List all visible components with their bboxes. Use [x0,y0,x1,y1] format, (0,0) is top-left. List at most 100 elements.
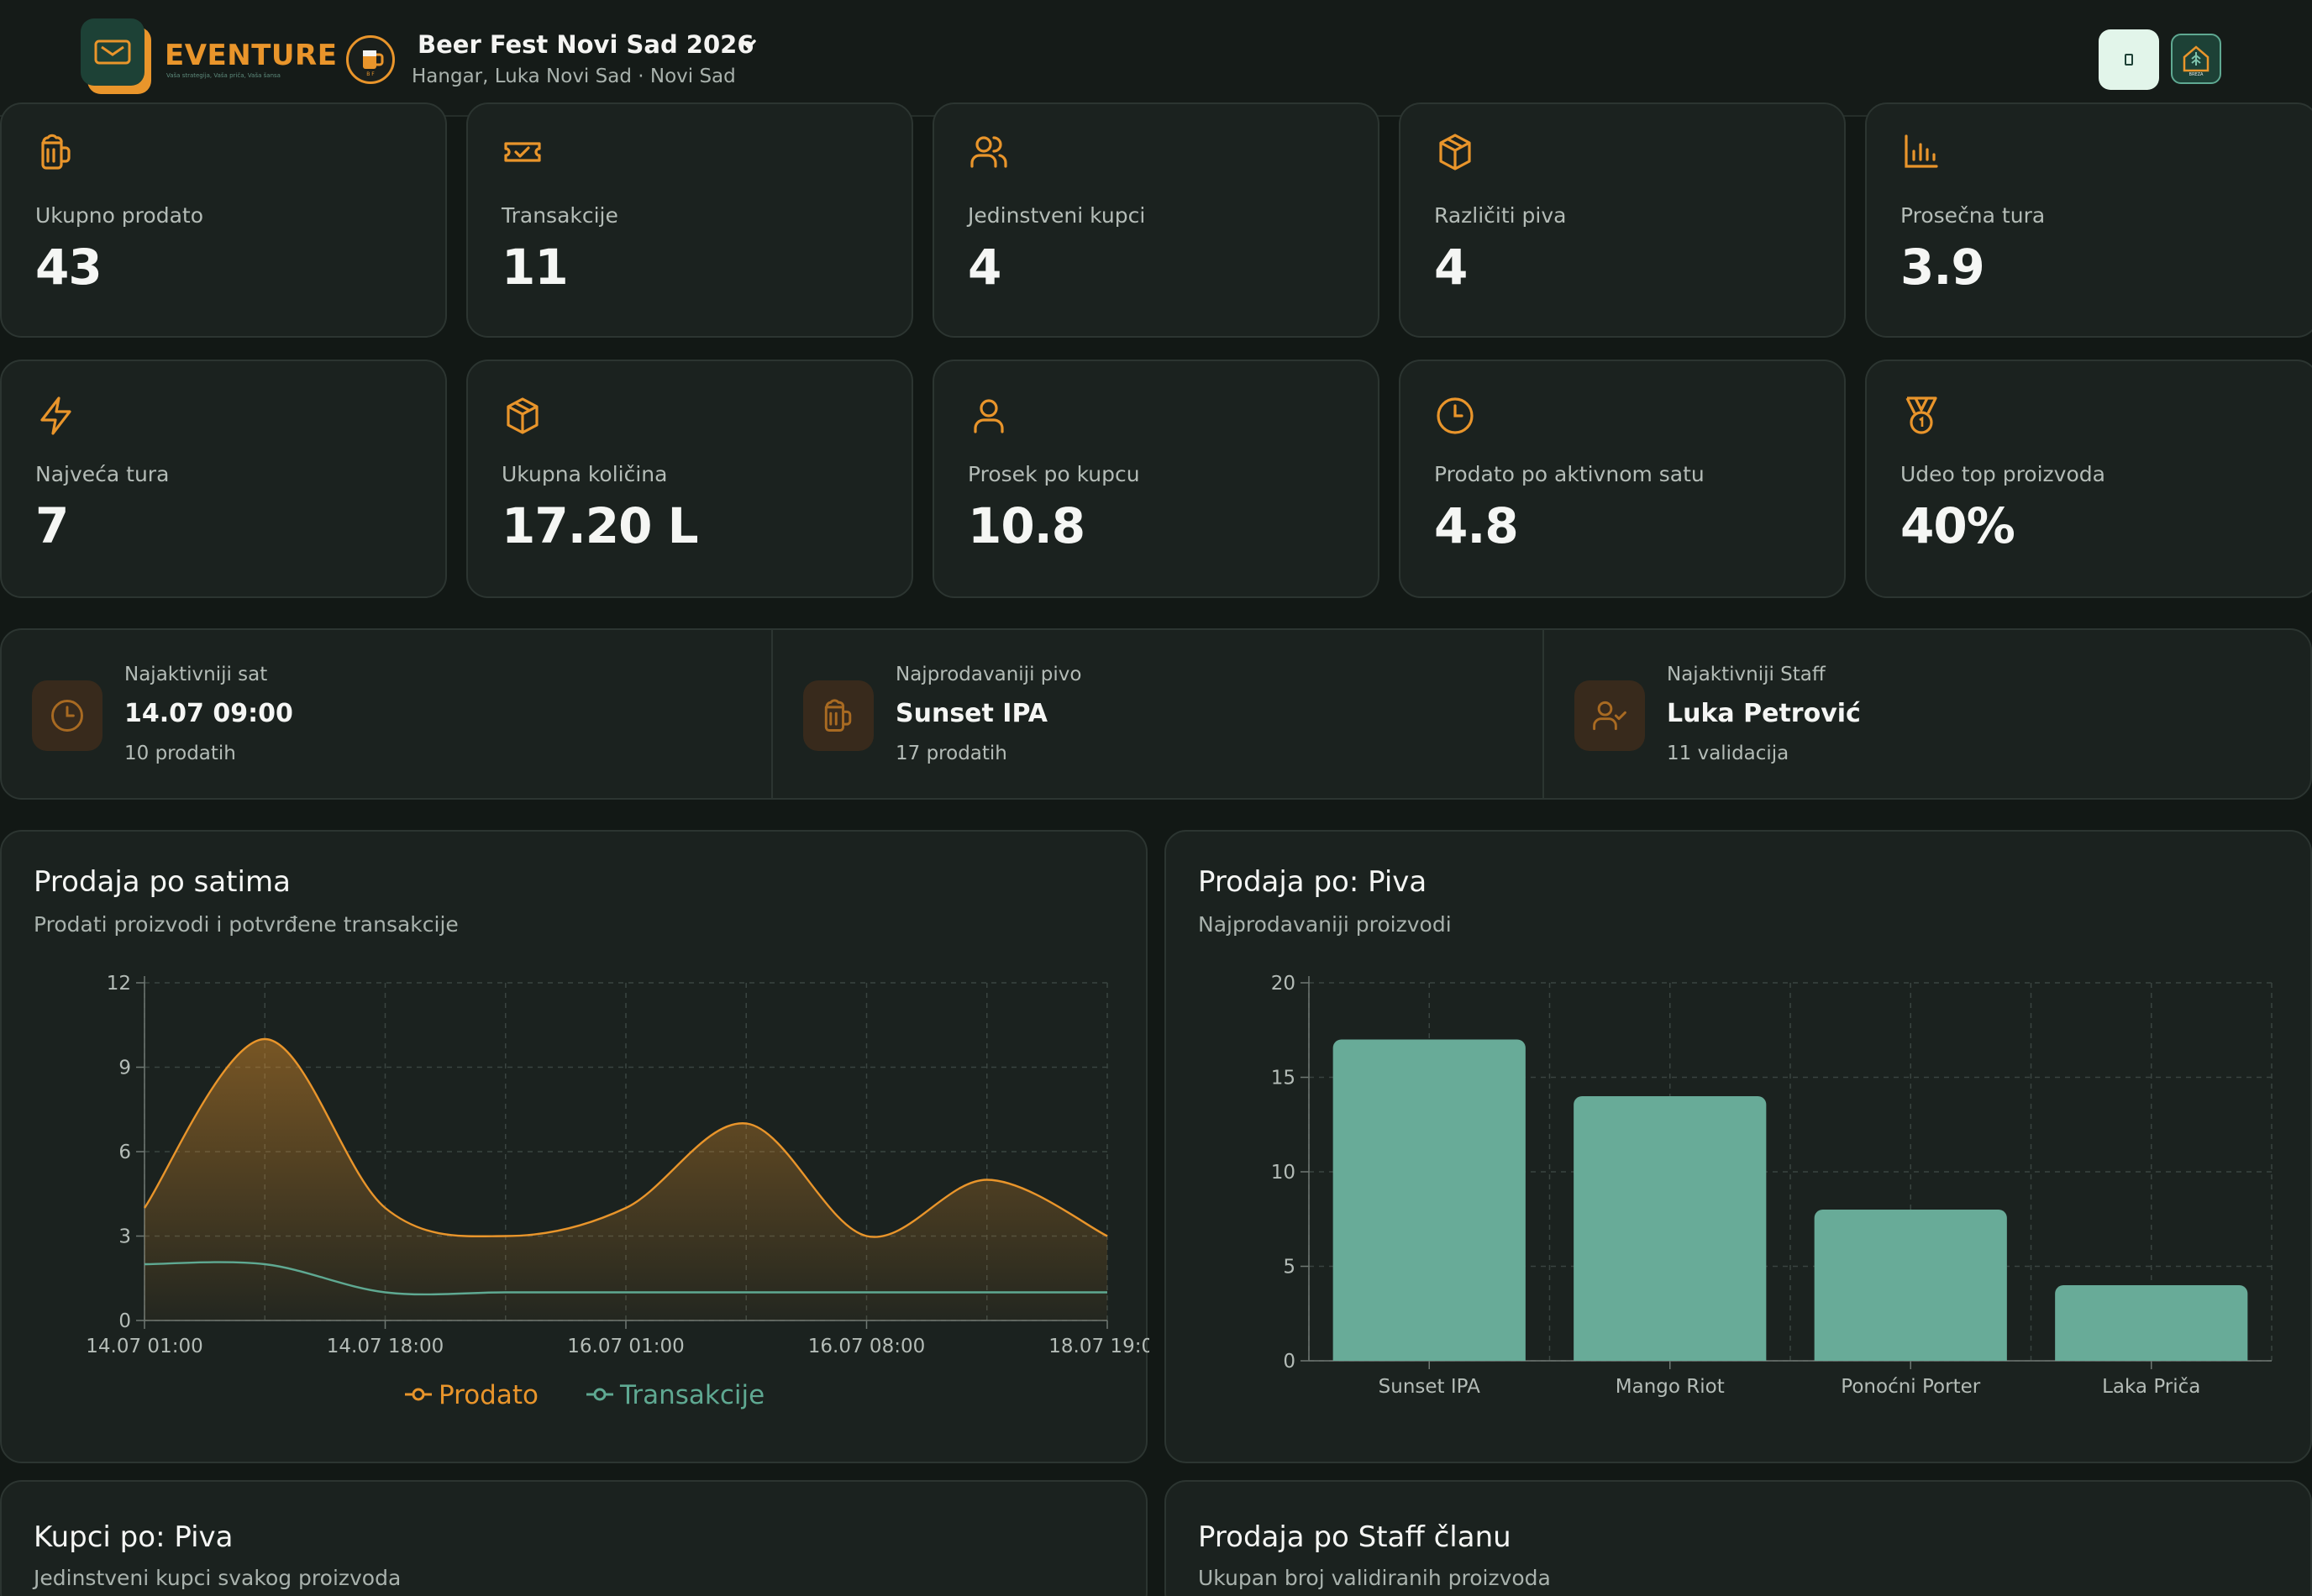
x-tick-label: Ponoćni Porter [1841,1376,1980,1398]
stat-label: Prosečna tura [1900,203,2046,228]
stat-label: Transakcije [502,203,618,228]
panel-title: Prodaja po Staff članu [1198,1520,1511,1554]
buyers-per-beer-panel: Kupci po: Piva Jedinstveni kupci svakog … [0,1480,1148,1596]
beer-icon-badge [803,680,874,751]
beer-sales-panel: Prodaja po: Piva Najprodavaniji proizvod… [1164,830,2312,1463]
legend-label[interactable]: Transakcije [619,1380,765,1410]
user-check-icon-badge [1574,680,1645,751]
stat-label: Najveća tura [35,462,170,486]
sales-per-staff-panel: Prodaja po Staff članu Ukupan broj valid… [1164,1480,2312,1596]
panel-title: Prodaja po satima [34,865,291,899]
clock-icon [51,700,83,732]
bar-mango-riot[interactable] [1574,1096,1767,1361]
stat-card-total-volume: Ukupna količina 17.20 L [466,360,913,598]
y-tick-label: 10 [1271,1162,1295,1184]
package-icon [507,397,539,434]
bar-sunset-ipa[interactable] [1332,1039,1526,1362]
clock-icon [1437,397,1474,434]
top-bar: EVENTURE Vaša strategija, Vaša priča, Va… [0,0,2312,117]
divider [771,630,773,798]
y-tick-label: 3 [118,1226,131,1248]
x-tick-label: Mango Riot [1616,1376,1725,1398]
stat-card-distinct-beers: Različiti piva 4 [1399,102,1846,338]
beer-mug-icon [824,699,852,732]
highlight-sub: 17 prodatih [896,743,1007,764]
stat-value: 4 [1434,239,1468,296]
stat-card-total-sold: Ukupno prodato 43 [0,102,447,338]
stat-value: 4.8 [1434,497,1519,554]
ticket-logo-icon [94,39,131,65]
event-location: Hangar, Luka Novi Sad · Novi Sad [412,66,736,87]
bar-laka-priča[interactable] [2055,1285,2248,1361]
stat-label: Udeo top proizvoda [1900,462,2105,486]
y-tick-label: 6 [118,1142,131,1163]
highlight-label: Najaktivniji sat [124,664,268,685]
highlight-most-active-staff: Najaktivniji Staff Luka Petrović 11 vali… [1544,630,2312,798]
legend-label[interactable]: Prodato [439,1380,539,1410]
brand-name: EVENTURE [165,39,338,72]
divider [1542,630,1544,798]
x-tick-label: 16.07 08:00 [808,1336,925,1357]
notes-button[interactable] [2099,29,2159,90]
panel-subtitle: Prodati proizvodi i potvrđene transakcij… [34,912,459,937]
event-title[interactable]: Beer Fest Novi Sad 2026 [418,30,754,59]
stat-card-largest-round: Najveća tura 7 [0,360,447,598]
panel-subtitle: Najprodavaniji proizvodi [1198,912,1452,937]
chevron-down-icon[interactable] [738,34,759,55]
beer-mug-icon: B F [363,50,384,76]
bar-ponoćni-porter[interactable] [1814,1210,2007,1361]
stat-card-transactions: Transakcije 11 [466,102,913,338]
organization-button[interactable]: BREZA [2171,34,2221,84]
series-line-prodato [144,1037,1108,1238]
highlights-panel: Najaktivniji sat 14.07 09:00 10 prodatih… [0,628,2312,800]
users-icon [970,136,1007,168]
stat-value: 4 [968,239,1001,296]
stat-label: Ukupno prodato [35,203,203,228]
highlight-value: Luka Petrović [1667,699,1861,728]
stat-value: 10.8 [968,497,1085,554]
highlight-label: Najprodavaniji pivo [896,664,1082,685]
beer-mug-icon [41,134,71,170]
x-tick-label: Laka Priča [2102,1376,2200,1398]
panel-subtitle: Jedinstveni kupci svakog proizvoda [34,1566,402,1590]
beer-sales-chart: 0 5 10 15 20 Sunset IPA Mango Riot Ponoćni Port… [1271,973,2273,1398]
stat-value: 43 [35,239,102,296]
stat-label: Jedinstveni kupci [968,203,1146,228]
x-tick-label: Sunset IPA [1379,1376,1480,1398]
stat-label: Prodato po aktivnom satu [1434,462,1705,486]
x-tick-label: 18.07 19:00 [1048,1336,1149,1357]
organization-logo-text: BREZA [2189,72,2204,77]
event-logo: B F [346,35,395,84]
stat-card-avg-per-buyer: Prosek po kupcu 10.8 [933,360,1379,598]
clock-icon-badge [32,680,102,751]
highlight-label: Najaktivniji Staff [1667,664,1826,685]
stat-card-average-round: Prosečna tura 3.9 [1865,102,2312,338]
stat-value: 3.9 [1900,239,1985,296]
stat-value: 40% [1900,497,2015,554]
y-tick-label: 0 [118,1310,131,1332]
panel-title: Kupci po: Piva [34,1520,234,1554]
stat-card-unique-buyers: Jedinstveni kupci 4 [933,102,1379,338]
user-check-icon [1593,701,1626,731]
highlight-best-seller: Najprodavaniji pivo Sunset IPA 17 prodat… [773,630,1542,798]
y-tick-label: 20 [1271,973,1295,995]
ticket-check-icon [504,142,541,162]
y-tick-label: 15 [1271,1068,1295,1089]
legend-marker [593,1388,607,1401]
event-logo-text: B F [366,71,375,76]
stat-label: Prosek po kupcu [968,462,1140,486]
stat-card-top-product-share: Udeo top proizvoda 40% [1865,360,2312,598]
y-tick-label: 12 [107,973,131,995]
eventure-logo[interactable] [81,18,151,94]
x-tick-label: 14.07 18:00 [327,1336,444,1357]
panel-subtitle: Ukupan broj validiranih proizvoda [1198,1566,1551,1590]
stat-label: Različiti piva [1434,203,1567,228]
y-tick-label: 9 [118,1058,131,1079]
medal-icon [1905,396,1937,434]
user-icon [974,399,1004,433]
hourly-sales-chart: 0 3 6 9 12 14.07 01:00 14.07 18:00 16.07 01:00 1… [86,973,1149,1410]
series-line-transakcije [144,1261,1107,1296]
highlight-most-active-hour: Najaktivniji sat 14.07 09:00 10 prodatih [2,630,771,798]
stat-label: Ukupna količina [502,462,668,486]
highlight-value: Sunset IPA [896,699,1048,728]
